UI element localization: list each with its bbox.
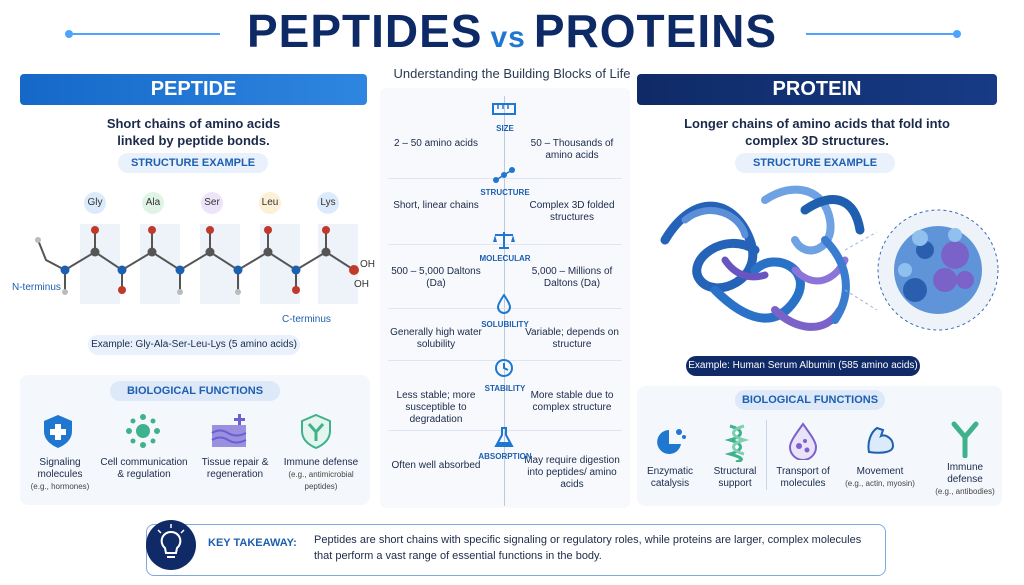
cell-network-icon [126,414,160,448]
peptide-chain-diagram [35,224,359,304]
protein-description-line-2: complex 3D structures. [745,133,889,148]
muscle-icon [867,426,895,454]
absorption-peptide: Often well absorbed [391,460,481,471]
absorption-label: ABSORPTION [478,452,532,461]
amino-ala: Ala [142,192,164,214]
protein-function-movement-sub: (e.g., actin, myosin) [845,479,915,488]
protein-function-enzymatic: Enzymatic catalysis [640,466,700,490]
protein-description: Longer chains of amino acids that fold i… [637,115,997,149]
protein-function-immune-sub: (e.g., antibodies) [935,487,995,496]
title-peptides: PEPTIDES [246,5,483,57]
peptide-description-line-2: linked by peptide bonds. [117,133,270,148]
oh-label-1: OH [360,259,375,270]
structure-protein: Complex 3D folded structures [529,200,615,223]
chain-icon [493,167,515,183]
peptide-function-communication-label: Cell communication & regulation [100,457,188,480]
amino-leu: Leu [259,192,281,214]
key-takeaway-heading: KEY TAKEAWAY: [208,537,297,549]
peptide-function-signaling-label: Signaling molecules [37,457,83,480]
protein-function-transport-label: Transport of molecules [776,466,830,489]
solubility-label: SOLUBILITY [481,320,529,329]
antibody-icon [951,421,979,458]
structure-label: STRUCTURE [480,188,530,197]
enzyme-icon [657,429,686,454]
size-label: SIZE [496,124,514,133]
protein-function-structural: Structural support [704,466,766,490]
protein-structure-label: STRUCTURE EXAMPLE [735,153,895,173]
tissue-repair-icon [211,414,247,447]
lightbulb-icon [157,524,185,558]
peptide-description: Short chains of amino acids linked by pe… [20,115,367,149]
key-takeaway-line-2: that perform a vast range of essential f… [314,550,602,562]
key-takeaway-icon-bg [146,520,196,570]
row-separator [388,308,622,309]
molecular-peptide: 500 – 5,000 Daltons (Da) [391,266,481,289]
n-terminus-label: N-terminus [12,282,61,293]
structure-peptide: Short, linear chains [393,200,479,211]
water-drop-icon [496,294,512,314]
flask-icon [494,427,514,447]
shield-plus-icon [44,415,72,448]
title-divider-right [806,30,961,38]
protein-function-movement-label: Movement [856,466,904,477]
peptide-function-communication: Cell communication & regulation [98,457,190,481]
title-divider-left [65,30,220,38]
ruler-icon [492,103,516,115]
title-vs: vs [490,21,526,54]
peptide-description-line-1: Short chains of amino acids [106,116,281,131]
protein-function-enzymatic-label: Enzymatic catalysis [646,466,694,489]
amino-gly: Gly [84,192,106,214]
peptide-header: PEPTIDE [20,74,367,105]
function-divider [766,420,767,490]
protein-function-movement: Movement (e.g., actin, myosin) [840,466,920,490]
size-peptide: 2 – 50 amino acids [394,138,478,149]
title-proteins: PROTEINS [533,5,778,57]
peptide-function-signaling: Signaling molecules (e.g., hormones) [22,457,98,493]
scale-icon [493,232,515,249]
c-terminus-label: C-terminus [282,314,331,325]
peptide-function-repair-label: Tissue repair & regeneration [201,457,269,480]
peptide-function-immune-sub: (e.g., antimicrobial peptides) [288,470,354,491]
solubility-peptide: Generally high water solubility [390,327,482,350]
stability-protein: More stable due to complex structure [530,390,614,413]
peptide-functions-title: BIOLOGICAL FUNCTIONS [110,381,280,401]
solubility-protein: Variable; depends on structure [525,327,619,350]
comparison-divider [504,96,505,506]
drop-icon [788,422,818,460]
protein-description-line-1: Longer chains of amino acids that fold i… [684,116,950,131]
peptide-example: Example: Gly-Ala-Ser-Leu-Lys (5 amino ac… [88,335,300,355]
stability-label: STABILITY [484,384,526,393]
shield-y-icon [301,413,331,449]
protein-function-immune: Immune defense (e.g., antibodies) [930,462,1000,498]
helix-icon [724,424,750,462]
peptide-function-immune: Immune defense (e.g., antimicrobial pept… [276,457,366,493]
stability-peptide: Less stable; more susceptible to degrada… [396,390,476,425]
absorption-protein: May require digestion into peptides/ ami… [524,455,620,490]
clock-icon [495,359,513,377]
key-takeaway-box [146,524,886,576]
protein-header: PROTEIN [637,74,997,105]
peptide-function-signaling-sub: (e.g., hormones) [30,482,90,491]
key-takeaway-text: Peptides are short chains with specific … [314,532,874,564]
molecular-label: MOLECULAR [479,254,531,263]
protein-function-immune-label: Immune defense [946,462,984,485]
page-title: PEPTIDES vs PROTEINS [0,4,1024,58]
key-takeaway-line-1: Peptides are short chains with specific … [314,534,862,546]
size-protein: 50 – Thousands of amino acids [530,138,614,161]
protein-example: Example: Human Serum Albumin (585 amino … [686,356,920,376]
amino-ser: Ser [201,192,223,214]
oh-label-2: OH [354,279,369,290]
protein-function-structural-label: Structural support [713,466,757,489]
molecular-protein: 5,000 – Millions of Daltons (Da) [531,266,613,289]
protein-functions-title: BIOLOGICAL FUNCTIONS [735,390,885,410]
amino-lys: Lys [317,192,339,214]
peptide-function-repair: Tissue repair & regeneration [194,457,276,481]
protein-structure-illustration [660,185,999,331]
row-separator [388,178,622,179]
peptide-function-immune-label: Immune defense [283,457,359,468]
protein-function-transport: Transport of molecules [770,466,836,490]
subtitle: Understanding the Building Blocks of Lif… [393,66,631,81]
peptide-structure-label: STRUCTURE EXAMPLE [118,153,268,173]
